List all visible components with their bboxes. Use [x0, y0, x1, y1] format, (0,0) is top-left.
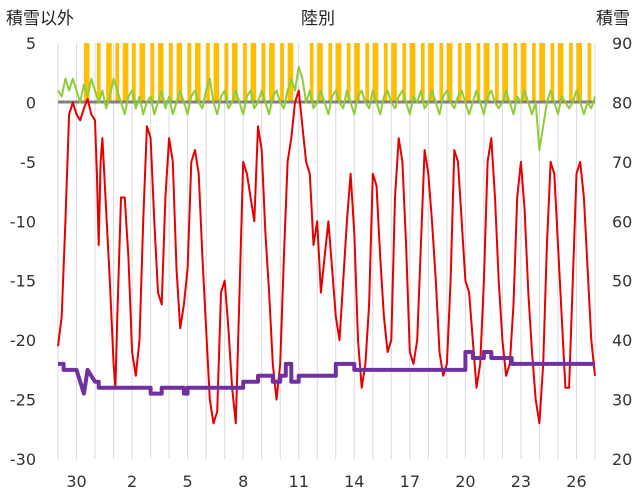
sunshine-bars	[83, 43, 592, 103]
sunshine-bar	[372, 43, 379, 103]
sunshine-bar	[532, 43, 536, 103]
y-right-tick-label: 40	[612, 331, 632, 350]
y-right-tick-label: 80	[612, 93, 632, 112]
y-right-tick-label: 50	[612, 272, 632, 291]
sunshine-bar	[176, 43, 183, 103]
series-line	[58, 350, 595, 396]
y-left-tick-label: 5	[26, 34, 36, 53]
x-tick-label: 5	[183, 472, 193, 491]
x-tick-label: 17	[400, 472, 420, 491]
x-tick-label: 11	[289, 472, 309, 491]
sunshine-bar	[346, 43, 351, 103]
sunshine-bar	[115, 43, 120, 103]
sunshine-bar	[195, 43, 201, 103]
sunshine-bar	[122, 43, 129, 103]
sunshine-bar	[317, 43, 323, 103]
sunshine-bar	[365, 43, 370, 103]
sunshine-bar	[457, 43, 462, 103]
sunshine-bar	[132, 43, 136, 103]
chart-title: 陸別	[301, 9, 335, 29]
sunshine-bar	[539, 43, 546, 103]
sunshine-bar	[354, 43, 360, 103]
sunshine-bar	[465, 43, 471, 103]
y-right-tick-label: 60	[612, 212, 632, 231]
y-right-tick-label: 20	[612, 450, 632, 469]
sunshine-bar	[150, 43, 155, 103]
sunshine-bar	[213, 43, 220, 103]
y-left-tick-label: -30	[10, 450, 36, 469]
sunshine-bar	[476, 43, 481, 103]
sunshine-bar	[483, 43, 490, 103]
x-tick-label: 14	[344, 472, 364, 491]
sunshine-bar	[420, 43, 425, 103]
sunshine-bar	[250, 43, 257, 103]
y-right-tick-label: 30	[612, 391, 632, 410]
sunshine-bar	[557, 43, 564, 103]
sunshine-bar	[439, 43, 444, 103]
series-line	[57, 89, 596, 425]
sunshine-bar	[402, 43, 407, 103]
x-tick-label: 2	[127, 472, 137, 491]
sunshine-bar	[169, 43, 173, 103]
sunshine-bar	[96, 43, 101, 103]
y-right-tick-label: 70	[612, 153, 632, 172]
sunshine-bar	[391, 43, 397, 103]
sunshine-bar	[83, 43, 90, 103]
sunshine-bar	[446, 43, 453, 103]
series-line	[57, 65, 596, 151]
x-tick-label: 26	[566, 472, 586, 491]
left-axis-label: 積雪以外	[6, 9, 74, 29]
y-left-tick-label: -20	[10, 331, 36, 350]
sunshine-bar	[328, 43, 333, 103]
sunshine-bar	[232, 43, 238, 103]
sunshine-bar	[428, 43, 434, 103]
left-axis-ticks: 5 0 -5 -10 -15 -20 -25 -30	[10, 34, 36, 469]
sunshine-bar	[206, 43, 210, 103]
x-axis-ticks: 30 2 5 8 11 14 17 20 23 26	[66, 472, 586, 491]
sunshine-bar	[261, 43, 266, 103]
x-tick-label: 30	[66, 472, 86, 491]
y-left-tick-label: -25	[10, 391, 36, 410]
right-axis-label: 積雪	[596, 9, 630, 29]
sunshine-bar	[287, 43, 294, 103]
sunshine-bar	[550, 43, 555, 103]
series-lines	[57, 65, 596, 425]
x-tick-label: 23	[511, 472, 531, 491]
sunshine-bar	[569, 43, 573, 103]
sunshine-bar	[409, 43, 416, 103]
right-axis-ticks: 90 80 70 60 50 40 30 20	[612, 34, 632, 469]
sunshine-bar	[224, 43, 229, 103]
sunshine-bar	[520, 43, 527, 103]
sunshine-bar	[106, 43, 112, 103]
sunshine-bar	[502, 43, 508, 103]
sunshine-bar	[576, 43, 583, 103]
x-tick-label: 8	[238, 472, 248, 491]
y-left-tick-label: -5	[20, 153, 36, 172]
sunshine-bar	[335, 43, 342, 103]
sunshine-bar	[243, 43, 247, 103]
sunshine-bar	[309, 43, 314, 103]
y-left-tick-label: -15	[10, 272, 36, 291]
sunshine-bar	[513, 43, 518, 103]
sunshine-bar	[157, 43, 164, 103]
y-right-tick-label: 90	[612, 34, 632, 53]
y-left-tick-label: -10	[10, 212, 36, 231]
x-tick-label: 20	[455, 472, 475, 491]
y-left-tick-label: 0	[26, 93, 36, 112]
sunshine-bar	[587, 43, 592, 103]
sunshine-bar	[495, 43, 499, 103]
sunshine-bar	[139, 43, 146, 103]
sunshine-bar	[280, 43, 284, 103]
sunshine-bar	[383, 43, 388, 103]
sunshine-bar	[187, 43, 192, 103]
sunshine-bar	[269, 43, 275, 103]
